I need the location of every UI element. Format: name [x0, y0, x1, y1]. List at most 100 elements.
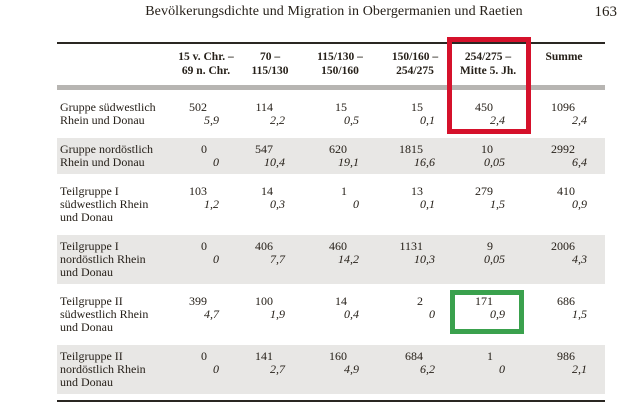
- table-cell: 1096 2,4: [523, 96, 605, 132]
- cell-count: 0: [201, 239, 207, 253]
- cell-count: 141: [255, 349, 273, 363]
- page-title: Bevölkerungsdichte und Migration in Ober…: [145, 4, 523, 19]
- column-header-period-5: 254/275 – Mitte 5. Jh.: [459, 51, 517, 77]
- table-cell: 406 7,7: [237, 235, 303, 284]
- table-cell: 1131 10,3: [377, 235, 453, 284]
- cell-count: 399: [189, 294, 207, 308]
- table-cell: 15 0,5: [303, 96, 377, 132]
- cell-density: 19,1: [338, 155, 359, 169]
- cell-count: 1815: [399, 142, 423, 156]
- cell-density: 0,3: [270, 197, 285, 211]
- cell-count: 1: [487, 349, 493, 363]
- table-cell: 686 1,5: [523, 290, 605, 339]
- cell-density: 0: [213, 362, 219, 376]
- cell-count: 160: [329, 349, 347, 363]
- cell-density: 0: [213, 155, 219, 169]
- cell-count: 13: [411, 184, 423, 198]
- cell-count: 14: [261, 184, 273, 198]
- header-row: 15 v. Chr. – 69 n. Chr. 70 – 115/130 115…: [57, 50, 605, 79]
- cell-count: 15: [335, 100, 347, 114]
- green-highlight-box: [450, 290, 524, 334]
- cell-density: 0: [499, 362, 505, 376]
- table-cell: 14 0,3: [237, 180, 303, 229]
- table-cell: 460 14,2: [303, 235, 377, 284]
- cell-density: 0,5: [344, 113, 359, 127]
- cell-density: 0,1: [420, 113, 435, 127]
- cell-density: 0,9: [572, 197, 587, 211]
- table-cell: 160 4,9: [303, 345, 377, 394]
- cell-density: 0: [429, 307, 435, 321]
- table-row-gruppe-suedwestlich: Gruppe südwestlich Rhein und Donau 502 5,…: [57, 96, 605, 132]
- cell-density: 1,5: [572, 307, 587, 321]
- table-cell: 684 6,2: [377, 345, 453, 394]
- column-header-period-1: 15 v. Chr. – 69 n. Chr.: [178, 51, 234, 77]
- table-cell: 502 5,9: [175, 96, 237, 132]
- cell-density: 1,2: [204, 197, 219, 211]
- row-label: Teilgruppe I südwestlich Rhein und Donau: [60, 184, 149, 224]
- cell-density: 4,3: [572, 252, 587, 266]
- page-number: 163: [594, 4, 618, 20]
- red-highlight-box: [447, 37, 531, 134]
- table-cell: 2992 6,4: [523, 138, 605, 174]
- table-row-teilgruppe-1-suedwestlich: Teilgruppe I südwestlich Rhein und Donau…: [57, 180, 605, 229]
- cell-density: 0: [353, 197, 359, 211]
- cell-density: 2,7: [270, 362, 285, 376]
- cell-count: 986: [557, 349, 575, 363]
- row-label: Teilgruppe I nordöstlich Rhein und Donau: [57, 235, 175, 284]
- cell-count: 460: [329, 239, 347, 253]
- data-table: 15 v. Chr. – 69 n. Chr. 70 – 115/130 115…: [57, 42, 605, 402]
- cell-count: 1131: [399, 239, 423, 253]
- row-label: Gruppe nordöstlich Rhein und Donau: [57, 138, 175, 174]
- table-cell-highlighted-red: 450 2,4: [453, 96, 523, 132]
- cell-density: 6,2: [420, 362, 435, 376]
- cell-count: 14: [335, 294, 347, 308]
- cell-density: 2,4: [490, 113, 505, 127]
- cell-density: 4,7: [204, 307, 219, 321]
- table-cell: 547 10,4: [237, 138, 303, 174]
- cell-count: 279: [475, 184, 493, 198]
- row-label: Gruppe südwestlich Rhein und Donau: [60, 100, 156, 127]
- table-cell: 620 19,1: [303, 138, 377, 174]
- cell-count: 1096: [551, 100, 575, 114]
- cell-count: 547: [255, 142, 273, 156]
- cell-count: 9: [487, 239, 493, 253]
- cell-count: 0: [201, 349, 207, 363]
- column-header-period-3: 115/130 – 150/160: [317, 51, 363, 77]
- table-cell: 103 1,2: [175, 180, 237, 229]
- cell-density: 0,4: [344, 307, 359, 321]
- column-header-summe: Summe: [545, 51, 583, 63]
- table-cell: 10 0,05: [453, 138, 523, 174]
- cell-density: 6,4: [572, 155, 587, 169]
- cell-count: 10: [481, 142, 493, 156]
- table-cell: 2006 4,3: [523, 235, 605, 284]
- cell-count: 0: [201, 142, 207, 156]
- cell-count: 2992: [551, 142, 575, 156]
- cell-density: 4,9: [344, 362, 359, 376]
- cell-density: 0,1: [420, 197, 435, 211]
- table-row-teilgruppe-1-nordoestlich: Teilgruppe I nordöstlich Rhein und Donau…: [57, 235, 605, 284]
- table-cell: 986 2,1: [523, 345, 605, 394]
- table-cell: 9 0,05: [453, 235, 523, 284]
- cell-density: 0,05: [484, 252, 505, 266]
- cell-count: 100: [255, 294, 273, 308]
- cell-density: 10,3: [414, 252, 435, 266]
- column-header-period-4: 150/160 – 254/275: [391, 51, 439, 77]
- cell-count: 15: [411, 100, 423, 114]
- cell-count: 410: [557, 184, 575, 198]
- cell-density: 0,9: [490, 307, 505, 321]
- cell-density: 16,6: [414, 155, 435, 169]
- table-cell: 100 1,9: [237, 290, 303, 339]
- cell-density: 2,1: [572, 362, 587, 376]
- table-cell: 410 0,9: [523, 180, 605, 229]
- cell-density: 7,7: [270, 252, 285, 266]
- table-row-teilgruppe-2-suedwestlich: Teilgruppe II südwestlich Rhein und Dona…: [57, 290, 605, 339]
- table-cell-highlighted-green: 171 0,9: [453, 290, 523, 339]
- table-cell: 141 2,7: [237, 345, 303, 394]
- cell-density: 5,9: [204, 113, 219, 127]
